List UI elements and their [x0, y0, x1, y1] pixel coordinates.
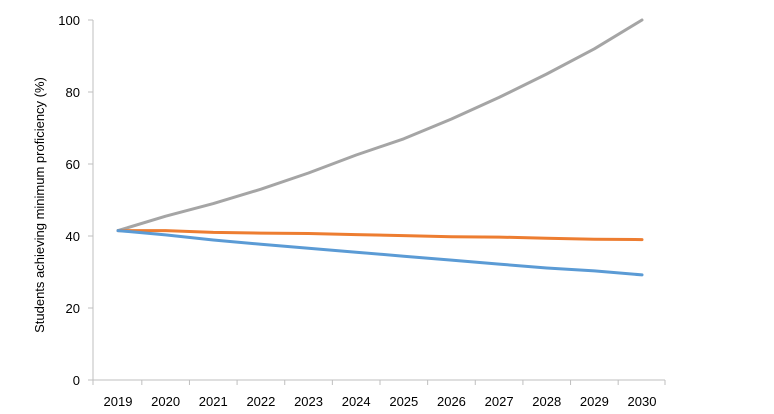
series-lines [116, 18, 644, 277]
x-tick-label: 2019 [104, 394, 133, 409]
series-line-2 [116, 229, 644, 242]
x-tick-label: 2024 [342, 394, 371, 409]
y-tick-label: 20 [66, 301, 80, 316]
x-axis-ticks: 2019 2020 2021 2022 2023 2024 2025 2026 2027 2028… [92, 380, 666, 409]
y-axis-title: Students achieving minimum proficiency (… [32, 77, 47, 333]
x-tick-label: 2022 [246, 394, 275, 409]
y-tick-label: 100 [58, 13, 80, 28]
x-tick-label: 2028 [532, 394, 561, 409]
series-line-3 [116, 229, 644, 277]
y-axis-ticks: 0 20 40 60 80 100 [58, 13, 93, 388]
y-tick-label: 60 [66, 157, 80, 172]
x-tick-label: 2026 [437, 394, 466, 409]
y-tick-label: 0 [73, 373, 80, 388]
series-line-1 [116, 18, 644, 233]
x-tick-label: 2029 [580, 394, 609, 409]
x-tick-label: 2030 [628, 394, 657, 409]
x-tick-label: 2021 [199, 394, 228, 409]
y-tick-label: 40 [66, 229, 80, 244]
x-tick-label: 2027 [485, 394, 514, 409]
x-tick-label: 2023 [294, 394, 323, 409]
y-tick-label: 80 [66, 85, 80, 100]
x-tick-label: 2025 [389, 394, 418, 409]
x-tick-label: 2020 [151, 394, 180, 409]
